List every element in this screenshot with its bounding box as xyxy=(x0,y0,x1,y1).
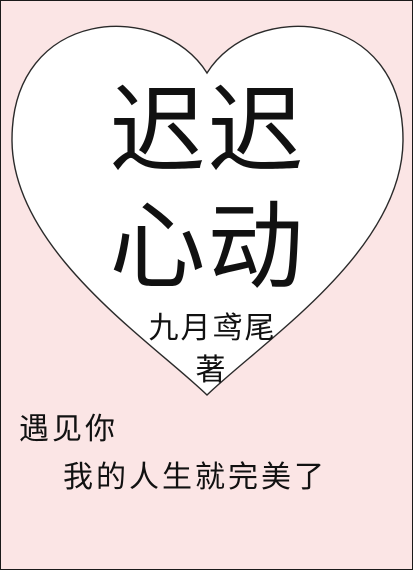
tagline-line-2: 我的人生就完美了 xyxy=(63,460,327,495)
title-line-2: 心动 xyxy=(109,191,306,303)
author-suffix: 著 xyxy=(195,353,226,388)
title-line-1: 迟迟 xyxy=(109,75,306,187)
tagline-line-1: 遇见你 xyxy=(19,412,118,447)
author-name: 九月鸢尾 xyxy=(148,311,277,346)
heart-outline xyxy=(11,25,404,396)
